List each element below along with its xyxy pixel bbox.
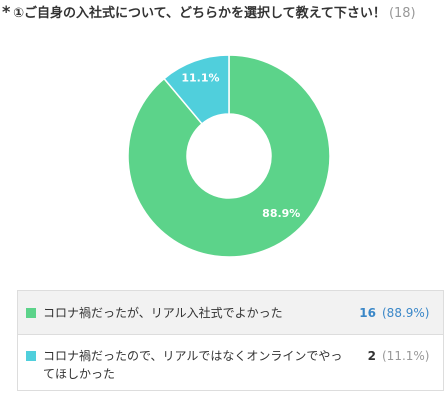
- legend-percent: (88.9%): [382, 306, 430, 320]
- question-title: ①ご自身の入社式について、どちらかを選択して教えて下さい！ (18): [13, 6, 416, 22]
- legend-row: コロナ禍だったが、リアル入社式でよかった 16 (88.9%): [18, 291, 443, 335]
- slice-percent-label: 88.9%: [262, 207, 300, 220]
- legend-count: 2: [367, 349, 376, 363]
- legend-table: コロナ禍だったが、リアル入社式でよかった 16 (88.9%) コロナ禍だったの…: [17, 290, 444, 391]
- legend-row: コロナ禍だったので、リアルではなくオンラインでやってほしかった 2 (11.1%…: [18, 335, 443, 391]
- question-text: ①ご自身の入社式について、どちらかを選択して教えて下さい！: [13, 6, 386, 21]
- legend-label: コロナ禍だったので、リアルではなくオンラインでやってほしかった: [43, 349, 343, 381]
- slice-percent-label: 11.1%: [181, 72, 219, 85]
- response-count: (18): [388, 6, 416, 21]
- legend-label: コロナ禍だったが、リアル入社式でよかった: [43, 306, 283, 320]
- donut-slice: [163, 54, 230, 125]
- legend-swatch-icon: [26, 351, 36, 361]
- donut-chart: 88.9% 11.1%: [0, 50, 447, 270]
- legend-percent: (11.1%): [382, 349, 430, 363]
- donut-slice: [127, 54, 331, 258]
- legend-count: 16: [359, 306, 376, 320]
- required-mark: *: [2, 2, 11, 21]
- donut-chart-svg: 88.9% 11.1%: [127, 54, 331, 258]
- legend-swatch-icon: [26, 308, 36, 318]
